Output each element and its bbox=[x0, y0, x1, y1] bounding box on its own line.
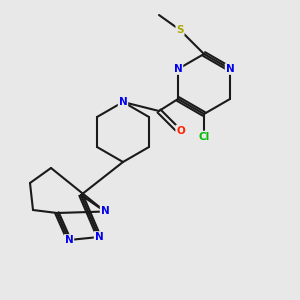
Text: S: S bbox=[176, 25, 184, 35]
Text: O: O bbox=[176, 125, 185, 136]
Text: N: N bbox=[94, 232, 103, 242]
Text: N: N bbox=[226, 64, 234, 74]
Text: N: N bbox=[174, 64, 182, 74]
Text: Cl: Cl bbox=[198, 131, 210, 142]
Text: N: N bbox=[118, 97, 127, 107]
Text: N: N bbox=[100, 206, 109, 217]
Text: N: N bbox=[64, 235, 74, 245]
